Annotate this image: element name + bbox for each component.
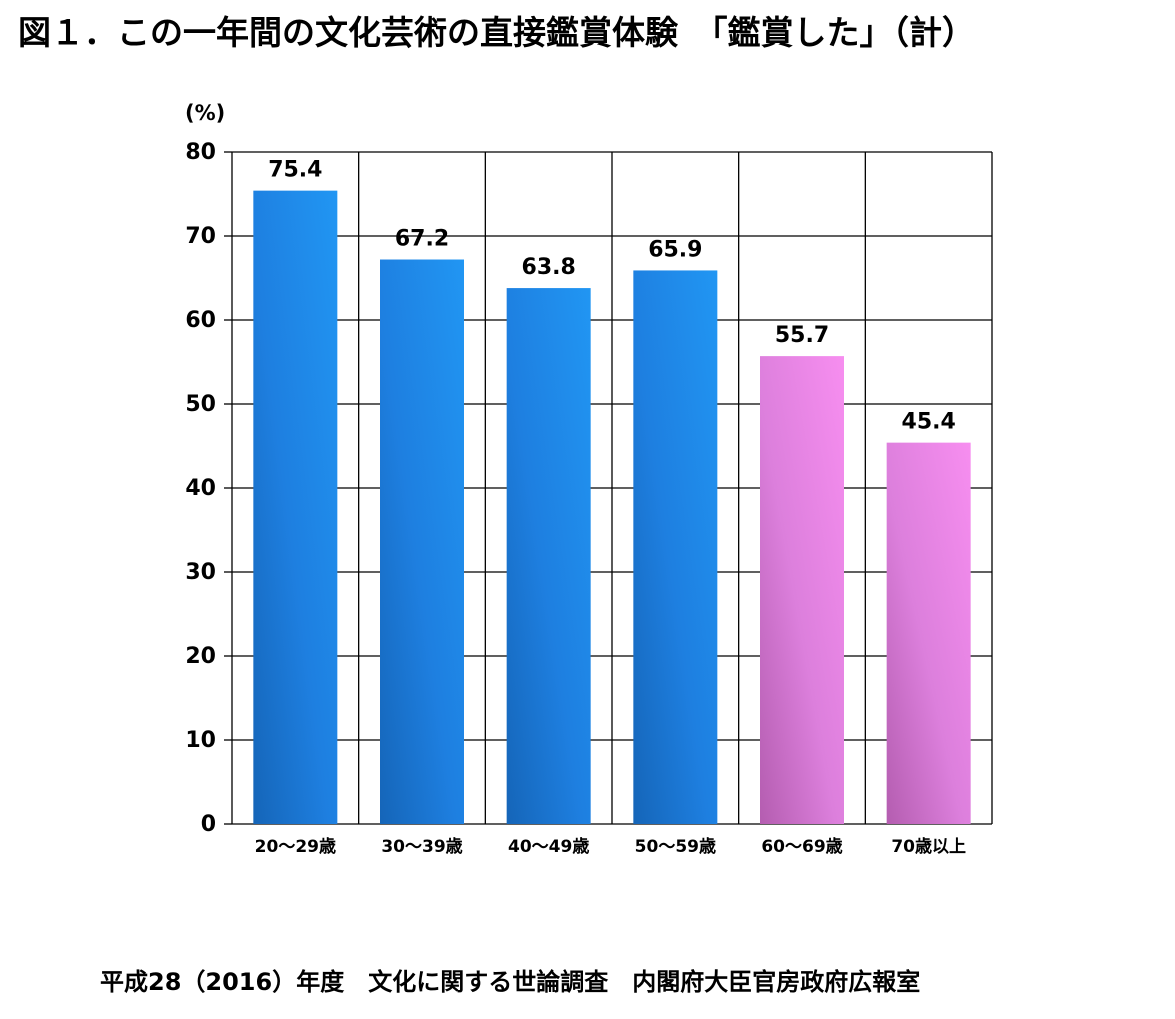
y-tick-label: 30	[185, 560, 216, 585]
x-tick-label: 20～29歳	[255, 836, 336, 857]
data-label: 63.8	[522, 255, 576, 280]
y-tick-label: 10	[185, 728, 216, 753]
bar	[760, 356, 844, 824]
x-tick-label: 30～39歳	[381, 836, 462, 857]
y-tick-label: 0	[201, 812, 216, 837]
bars	[253, 190, 971, 825]
x-tick-label: 50～59歳	[635, 836, 716, 857]
x-tick-label: 70歳以上	[891, 836, 966, 857]
y-tick-label: 50	[185, 392, 216, 417]
data-label: 65.9	[648, 237, 702, 262]
source-note: 平成28（2016）年度 文化に関する世論調査 内閣府大臣官房政府広報室	[100, 968, 921, 996]
y-tick-label: 80	[185, 140, 216, 165]
x-tick-label: 60～69歳	[761, 836, 842, 857]
bar	[506, 288, 591, 825]
bar	[380, 259, 464, 824]
data-label: 67.2	[395, 227, 449, 252]
x-axis-ticks: 20～29歳 30～39歳 40～49歳 50～59歳 60～69歳 70歳以上	[255, 836, 966, 857]
data-label: 55.7	[775, 323, 829, 348]
grid-lines	[231, 151, 993, 825]
y-tick-label: 40	[185, 476, 216, 501]
data-label: 45.4	[902, 410, 956, 435]
bar	[253, 190, 338, 824]
y-tick-label: 20	[185, 644, 216, 669]
data-label: 75.4	[268, 158, 322, 183]
x-tick-label: 40～49歳	[508, 836, 589, 857]
y-axis-ticks: 0 10 20 30 40 50 60 70 80	[185, 140, 232, 837]
chart-title: 図１．この一年間の文化芸術の直接鑑賞体験 「鑑賞した」（計）	[18, 13, 975, 52]
data-labels: 75.4 67.2 63.8 65.9 55.7 45.4	[268, 158, 956, 435]
bar	[886, 442, 971, 824]
bar	[633, 270, 718, 824]
y-tick-label: 60	[185, 308, 216, 333]
y-axis-unit-label: (%)	[185, 101, 225, 125]
y-tick-label: 70	[185, 224, 216, 249]
